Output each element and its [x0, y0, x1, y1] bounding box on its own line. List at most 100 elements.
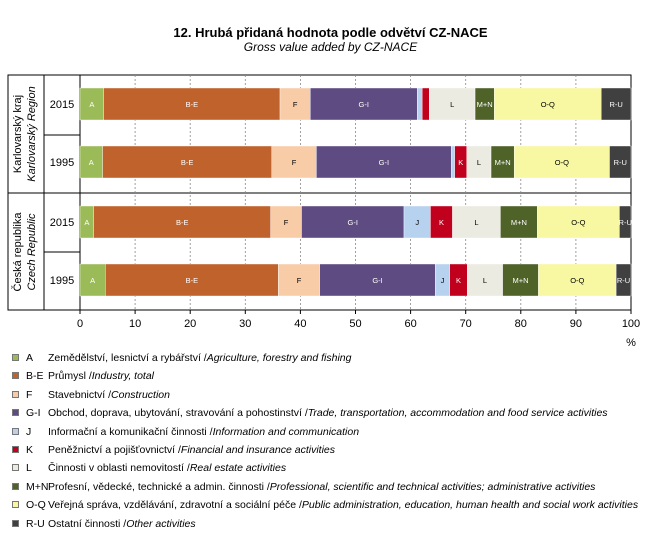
bar-data-label: O-Q [570, 276, 584, 285]
legend-item: K Peněžnictví a pojišťovnictví /Financial… [8, 441, 658, 459]
legend-text-cz: Informační a komunikační činnosti / [48, 425, 213, 438]
legend-text-en: Information and communication [212, 425, 360, 438]
x-tick-label: 70 [460, 318, 472, 330]
chart-subtitle: Gross value added by CZ-NACE [243, 40, 418, 54]
bar-segment-o-q [513, 145, 610, 179]
legend-text-en: Construction [111, 388, 170, 401]
legend-text-cz: Veřejná správa, vzdělávání, zdravotní a … [48, 499, 302, 512]
bar-segment-o-q [537, 205, 620, 239]
chart-title: 12. Hrubá přidaná hodnota podle odvětví … [173, 25, 488, 40]
bar-segment-r-u [609, 145, 632, 179]
bar-data-label: A [90, 276, 95, 285]
legend-item: L Činnosti v oblasti nemovitostí /Real es… [8, 459, 658, 477]
legend-text-en: Real estate activities [189, 462, 287, 475]
bar-data-label: O-Q [571, 218, 585, 227]
bar-segment-mplusn [500, 205, 538, 239]
legend-text-en: Public administration, education, human … [301, 499, 639, 512]
bar-segment-f [271, 145, 317, 179]
bar-data-label: J [441, 276, 445, 285]
legend-text: Profesní, vědecké, technické a admin. či… [48, 478, 595, 496]
legend-text: Veřejná správa, vzdělávání, zdravotní a … [48, 496, 638, 514]
legend-text-en: Trade, transportation, accommodation and… [307, 407, 608, 420]
legend-code: R-U [26, 517, 45, 530]
x-tick-label: 80 [515, 318, 527, 330]
legend-text-en: Professional, scientific and technical a… [269, 480, 596, 493]
bar-segment-l [429, 87, 476, 121]
legend-swatch [12, 409, 19, 417]
bar-data-label: L [450, 100, 454, 109]
bar-data-label: B-E [186, 100, 199, 109]
bar-segment-r-u [619, 205, 632, 239]
bar-data-label: A [89, 158, 94, 167]
legend-code: M+N [26, 480, 49, 493]
x-tick-label: 40 [294, 318, 306, 330]
legend-code: K [26, 443, 34, 456]
legend-swatch [12, 519, 19, 527]
legend-text: Stavebnictví /Construction [48, 386, 170, 404]
bar-data-label: K [439, 218, 444, 227]
x-tick-label: 10 [129, 318, 141, 330]
bar-data-label: B-E [186, 276, 199, 285]
legend-text-cz: Činnosti v oblasti nemovitostí / [48, 462, 190, 475]
legend-text-cz: Profesní, vědecké, technické a admin. či… [48, 480, 270, 493]
bar-data-label: G-I [348, 218, 358, 227]
legend-swatch [12, 464, 19, 472]
bar-segment-j [451, 145, 455, 179]
bar-segment-g-i [316, 145, 452, 179]
legend-code: B-E [26, 370, 44, 383]
x-tick-label: 60 [404, 318, 416, 330]
bar-data-label: B-E [181, 158, 194, 167]
legend-text-cz: Průmysl / [48, 370, 92, 383]
legend-code: G-I [26, 407, 41, 420]
bar-data-label: M+N [511, 218, 527, 227]
legend-text-cz: Obchod, doprava, ubytování, stravování a… [48, 407, 308, 420]
bar-data-label: K [458, 158, 463, 167]
legend-item: F Stavebnictví /Construction [8, 386, 658, 404]
bar-segment-r-u [615, 263, 632, 297]
bar-data-label: G-I [359, 100, 369, 109]
legend-code: F [26, 388, 33, 401]
bar-data-label: A [84, 218, 89, 227]
legend-text: Obchod, doprava, ubytování, stravování a… [48, 404, 608, 422]
legend-item: O-Q Veřejná správa, vzdělávání, zdravotní… [8, 496, 658, 514]
bar-segment-l [467, 263, 503, 297]
x-tick-label: 20 [184, 318, 196, 330]
x-tick-label: 100 [622, 318, 640, 330]
bar-data-label: A [89, 100, 94, 109]
bar-data-label: R-U [609, 100, 622, 109]
legend-item: M+N Profesní, vědecké, technické a admin.… [8, 478, 658, 496]
legend-item: G-I Obchod, doprava, ubytování, stravován… [8, 404, 658, 422]
legend-text-cz: Peněžnictví a pojišťovnictví / [48, 443, 181, 456]
bar-data-label: K [456, 276, 461, 285]
x-axis-label: % [626, 337, 636, 349]
legend-item: J Informační a komunikační činnosti /Info… [8, 423, 658, 441]
group-label-en: Czech Republic [26, 213, 38, 291]
legend-text: Informační a komunikační činnosti /Infor… [48, 423, 359, 441]
legend-text: Ostatní činnosti /Other activities [48, 515, 196, 533]
bar-data-label: G-I [379, 158, 389, 167]
bar-year-label: 1995 [50, 157, 74, 169]
legend-swatch [12, 372, 19, 380]
bar-segment-f [270, 205, 302, 239]
bar-data-label: O-Q [541, 100, 555, 109]
bar-segment-b-e [93, 205, 271, 239]
legend-item: A Zemědělství, lesnictví a rybářství /Agr… [8, 349, 658, 367]
bar-data-label: G-I [372, 276, 382, 285]
legend-text-cz: Zemědělství, lesnictví a rybářství / [48, 352, 207, 364]
legend-code: L [26, 462, 32, 475]
bar-segment-b-e [105, 263, 279, 297]
legend-text-cz: Ostatní činnosti / [48, 517, 127, 530]
legend-swatch [12, 354, 19, 361]
stacked-bar-chart: 0 10 20 30 40 50 60 70 80 90 100%Karlovarský kraj K… [7, 74, 640, 349]
bar-data-label: M+N [495, 158, 511, 167]
bar-segment-f [278, 263, 320, 297]
bar-segment-r-u [601, 87, 632, 121]
legend-text-en: Other activities [126, 517, 196, 530]
bar-year-label: 2015 [50, 217, 74, 229]
bar-data-label: R-U [617, 276, 630, 285]
bar-segment-o-q [538, 263, 617, 297]
bar-data-label: F [292, 158, 297, 167]
legend-code: O-Q [26, 499, 46, 512]
bar-data-label: F [293, 100, 298, 109]
bar-segment-b-e [102, 145, 272, 179]
